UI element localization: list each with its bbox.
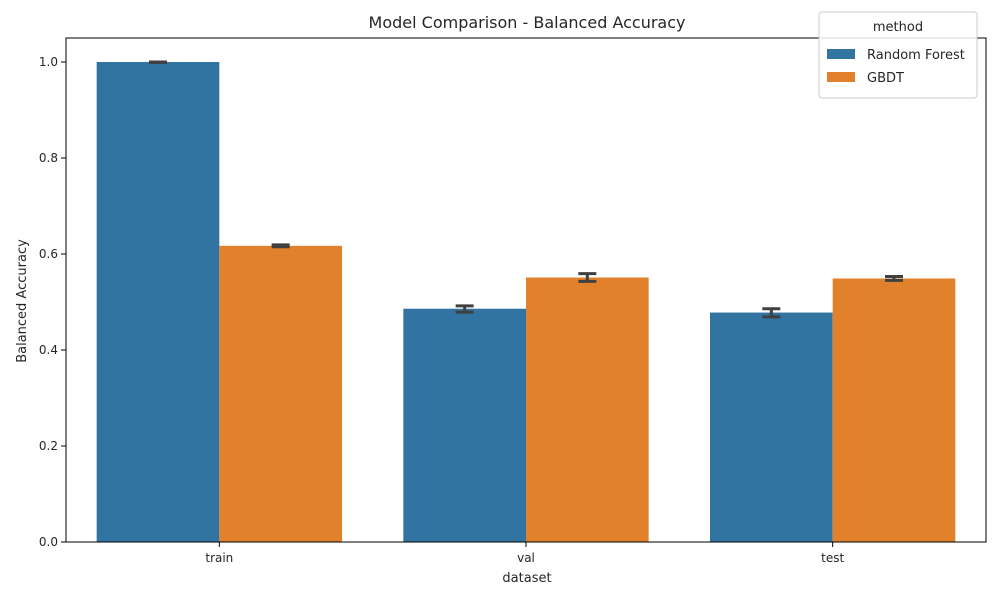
chart-title: Model Comparison - Balanced Accuracy	[369, 13, 686, 32]
legend-item-gbdt: GBDT	[827, 71, 904, 86]
bar-gbdt-val	[526, 277, 649, 542]
x-tick-label-train: train	[205, 551, 233, 565]
legend-label-gbdt: GBDT	[867, 71, 904, 86]
legend-swatch-random-forest	[827, 49, 855, 59]
bar-random-forest-test	[710, 312, 833, 542]
legend-item-random-forest: Random Forest	[827, 48, 965, 63]
x-tick-label-val: val	[517, 551, 535, 565]
bar-random-forest-val	[403, 308, 526, 542]
legend-title: method	[873, 20, 923, 35]
legend: method Random Forest GBDT	[818, 11, 978, 99]
legend-swatch-gbdt	[827, 72, 855, 82]
x-tick-label-test: test	[821, 551, 844, 565]
y-tick-label: 0.4	[39, 343, 58, 357]
y-axis-label: Balanced Accuracy	[15, 239, 30, 363]
y-tick-label: 0.2	[39, 439, 58, 453]
y-tick-label: 0.8	[39, 151, 58, 165]
bar-gbdt-test	[832, 278, 956, 542]
legend-box	[818, 11, 978, 99]
y-tick-label: 0.0	[39, 535, 58, 549]
y-tick-label: 0.6	[39, 247, 58, 261]
bar-gbdt-train	[219, 245, 342, 542]
legend-label-random-forest: Random Forest	[867, 48, 965, 63]
plot-area: 0.0 0.2 0.4 0.6 0.8 1.0 train val test	[39, 37, 987, 565]
y-tick-label: 1.0	[39, 55, 58, 69]
x-axis-label: dataset	[502, 571, 551, 586]
bar-random-forest-train	[96, 62, 220, 542]
